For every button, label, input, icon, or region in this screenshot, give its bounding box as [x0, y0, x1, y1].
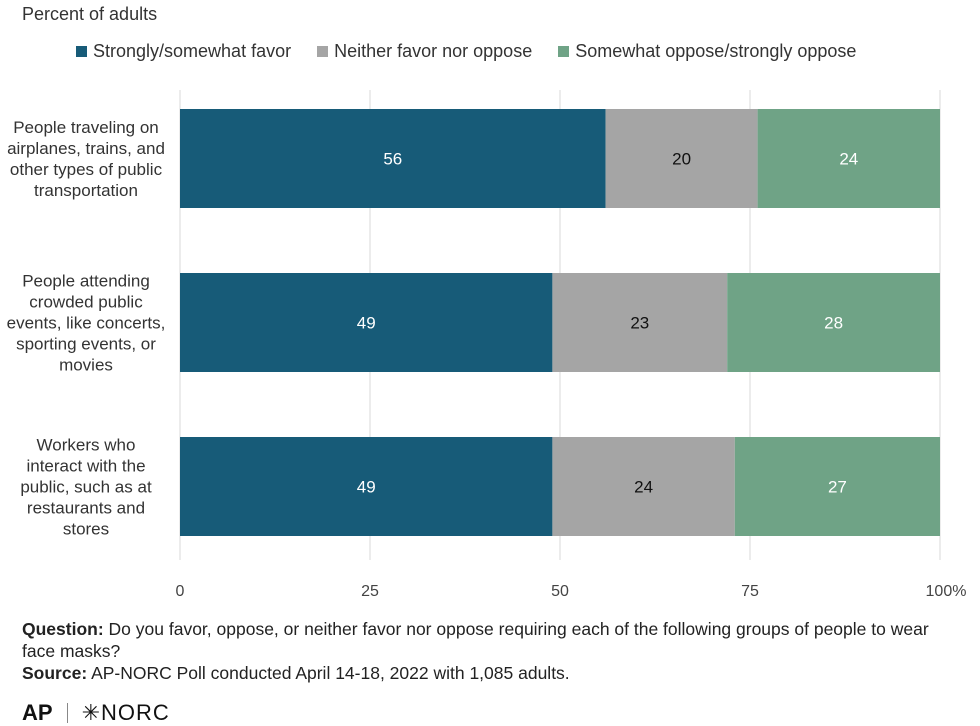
- source-note: Source: AP-NORC Poll conducted April 14-…: [22, 662, 962, 684]
- bar-segment-2-1: [552, 437, 735, 536]
- legend-label-favor: Strongly/somewhat favor: [93, 41, 292, 61]
- legend-item-favor: Strongly/somewhat favor: [76, 41, 291, 62]
- category-label-0-line-2: other types of public: [10, 160, 163, 179]
- category-label-2-line-3: restaurants and: [27, 499, 145, 518]
- x-tick-label-100: 100%: [926, 583, 967, 600]
- chart-footer: Question: Do you favor, oppose, or neith…: [22, 618, 962, 684]
- bar-segment-0-0: [180, 109, 606, 208]
- category-label-1-line-3: sporting events, or: [16, 335, 156, 354]
- legend-swatch-oppose: [558, 46, 570, 57]
- chart-subtitle: Percent of adults: [22, 4, 158, 24]
- x-tick-label-0: 0: [176, 583, 185, 600]
- data-label-2-2: 27: [828, 478, 847, 497]
- data-label-0-0: 56: [383, 150, 402, 169]
- source-text: AP-NORC Poll conducted April 14-18, 2022…: [91, 663, 570, 683]
- legend: Strongly/somewhat favor Neither favor no…: [76, 41, 856, 62]
- question-label: Question:: [22, 619, 104, 639]
- bar-segment-0-1: [605, 109, 758, 208]
- data-label-0-2: 24: [839, 150, 858, 169]
- legend-label-neither: Neither favor nor oppose: [334, 41, 533, 61]
- category-label-1-line-0: People attending: [22, 272, 150, 291]
- legend-item-oppose: Somewhat oppose/strongly oppose: [558, 41, 856, 62]
- bar-segment-1-0: [180, 273, 553, 372]
- data-label-0-1: 20: [672, 150, 691, 169]
- legend-swatch-neither: [317, 46, 329, 57]
- ap-norc-logo: AP ✳NORC: [22, 700, 170, 726]
- bar-segment-2-0: [180, 437, 553, 536]
- category-label-1-line-1: crowded public: [29, 293, 143, 312]
- norc-logo-text: NORC: [101, 700, 170, 725]
- data-label-1-2: 28: [824, 314, 843, 333]
- category-label-2-line-1: interact with the: [26, 457, 145, 476]
- ap-logo-text: AP: [22, 700, 53, 725]
- source-label: Source:: [22, 663, 88, 683]
- bar-segment-0-2: [757, 109, 940, 208]
- bar-segment-2-2: [734, 437, 940, 536]
- category-label-2-line-2: public, such as at: [20, 478, 152, 497]
- bar-segment-1-1: [552, 273, 728, 372]
- legend-label-oppose: Somewhat oppose/strongly oppose: [575, 41, 857, 61]
- bar-segment-1-2: [727, 273, 940, 372]
- data-label-1-0: 49: [357, 314, 376, 333]
- category-label-2-line-4: stores: [63, 520, 109, 539]
- data-label-2-1: 24: [634, 478, 653, 497]
- category-label-0-line-3: transportation: [34, 181, 138, 200]
- data-label-1-1: 23: [630, 314, 649, 333]
- question-text: Do you favor, oppose, or neither favor n…: [22, 619, 929, 661]
- question-note: Question: Do you favor, oppose, or neith…: [22, 618, 962, 662]
- category-label-1-line-4: movies: [59, 356, 113, 375]
- legend-item-neither: Neither favor nor oppose: [317, 41, 532, 62]
- legend-swatch-favor: [76, 46, 87, 57]
- logo-divider: [66, 703, 68, 723]
- category-label-0-line-0: People traveling on: [13, 118, 159, 137]
- category-label-2-line-0: Workers who: [37, 436, 136, 455]
- category-label-1-line-2: events, like concerts,: [7, 314, 166, 333]
- data-label-2-0: 49: [357, 478, 376, 497]
- category-label-0-line-1: airplanes, trains, and: [7, 139, 165, 158]
- x-tick-label-75: 75: [741, 583, 759, 600]
- norc-logo: ✳NORC: [81, 700, 170, 725]
- stacked-bar-chart: 0 25 50 75 100% 56 20 24 People traveling on airp…: [7, 90, 967, 600]
- x-tick-label-25: 25: [361, 583, 379, 600]
- x-tick-label-50: 50: [551, 583, 569, 600]
